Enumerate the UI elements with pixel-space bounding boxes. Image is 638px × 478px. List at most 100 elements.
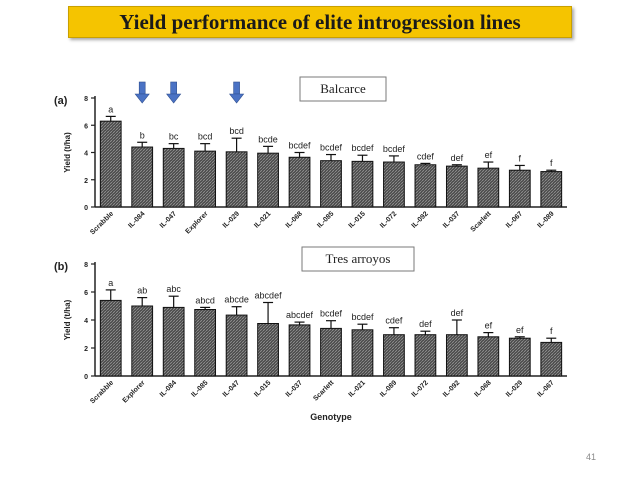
significance-letter: bcdef <box>351 143 374 153</box>
y-axis-label: Yield (t/ha) <box>63 299 72 340</box>
significance-letter: b <box>140 130 145 140</box>
location-title-box <box>299 76 387 102</box>
bar <box>351 160 374 208</box>
bar <box>257 323 279 377</box>
bar <box>414 164 437 208</box>
bar <box>540 341 563 377</box>
bar <box>194 309 217 377</box>
bar <box>288 156 311 208</box>
bar <box>383 334 405 377</box>
highlight-arrow-shaft <box>170 81 177 95</box>
x-tick-label: Scrabble <box>89 210 115 236</box>
bar <box>445 334 468 377</box>
significance-letter: abcdef <box>286 310 314 320</box>
title-banner: Yield performance of elite introgression… <box>68 6 572 38</box>
significance-letter: bcde <box>258 134 278 144</box>
x-tick-label: Explorer <box>122 379 147 404</box>
y-tick-label: 0 <box>84 205 88 212</box>
significance-letter: abcdef <box>255 291 283 301</box>
x-tick-label: IL-085 <box>316 210 335 229</box>
significance-letter: abcd <box>195 295 215 305</box>
x-tick-label: Scrabble <box>89 379 115 405</box>
bar <box>162 306 185 377</box>
significance-letter: ab <box>137 286 147 296</box>
significance-letter: ef <box>485 321 493 331</box>
significance-letter: ef <box>516 325 524 335</box>
significance-letter: cdef <box>417 151 435 161</box>
significance-letter: bcdef <box>351 312 374 322</box>
bar <box>162 147 185 208</box>
bar <box>225 314 248 377</box>
x-tick-label: IL-072 <box>379 210 398 229</box>
significance-letter: bc <box>169 132 179 142</box>
bar <box>508 169 531 208</box>
bar <box>225 151 248 208</box>
significance-letter: def <box>451 308 464 318</box>
bar <box>477 167 500 208</box>
bar <box>508 337 531 377</box>
significance-letter: cdef <box>385 316 403 326</box>
bar <box>131 146 154 208</box>
highlight-arrow-head <box>228 93 245 104</box>
significance-letter: def <box>451 153 464 163</box>
x-tick-label: IL-037 <box>442 210 461 229</box>
slide-title: Yield performance of elite introgression… <box>119 9 521 34</box>
x-tick-label: Scarlett <box>312 379 336 403</box>
x-tick-label: IL-084 <box>159 379 178 398</box>
highlight-arrow-head <box>134 93 150 104</box>
bar <box>414 334 437 377</box>
x-tick-label: IL-047 <box>159 210 178 229</box>
y-tick-label: 6 <box>84 123 88 130</box>
x-tick-label: IL-084 <box>127 210 146 229</box>
significance-letter: bcdef <box>320 143 343 153</box>
x-tick-label: IL-047 <box>222 379 241 398</box>
x-tick-label: IL-089 <box>379 379 398 398</box>
significance-letter: bcdef <box>320 309 343 319</box>
x-tick-label: IL-037 <box>285 379 304 398</box>
highlight-arrow-shaft <box>233 81 240 95</box>
significance-letter: f <box>550 158 553 168</box>
y-tick-label: 8 <box>84 96 88 103</box>
bar <box>477 336 500 377</box>
significance-letter: def <box>419 319 432 329</box>
panel-label: (a) <box>54 95 68 107</box>
x-tick-label: IL-015 <box>253 379 272 398</box>
x-tick-label: IL-092 <box>411 210 430 229</box>
y-axis-label: Yield (t/ha) <box>63 132 72 173</box>
panel-label: (b) <box>54 261 68 273</box>
x-tick-label: IL-021 <box>253 210 272 229</box>
bar <box>351 329 374 377</box>
y-tick-label: 4 <box>84 151 88 158</box>
x-tick-label: IL-067 <box>505 210 524 229</box>
x-tick-label: IL-021 <box>348 379 367 398</box>
significance-letter: bcd <box>229 126 244 136</box>
y-tick-label: 2 <box>84 346 88 353</box>
significance-letter: abcde <box>224 295 249 305</box>
x-axis-label: Genotype <box>310 412 352 422</box>
significance-letter: a <box>108 104 113 114</box>
x-tick-label: Explorer <box>185 210 210 235</box>
bar <box>257 152 279 208</box>
x-tick-label: IL-029 <box>222 210 241 229</box>
x-tick-label: IL-072 <box>411 379 430 398</box>
x-tick-label: IL-068 <box>473 379 492 398</box>
bar <box>320 327 342 377</box>
bar <box>383 161 405 208</box>
bar <box>99 299 122 377</box>
x-tick-label: IL-085 <box>190 379 209 398</box>
bar <box>131 305 154 377</box>
x-tick-label: Scarlett <box>470 210 494 234</box>
significance-letter: bcdef <box>383 144 406 154</box>
location-title: Balcarce <box>320 81 366 96</box>
x-tick-label: IL-029 <box>505 379 524 398</box>
x-tick-label: IL-092 <box>442 379 461 398</box>
bar <box>540 171 563 208</box>
y-tick-label: 0 <box>84 374 88 381</box>
location-title-box <box>301 246 415 272</box>
y-tick-label: 8 <box>84 262 88 269</box>
page-number: 41 <box>586 452 597 462</box>
significance-letter: bcdef <box>289 141 312 151</box>
bar <box>194 150 217 208</box>
bar <box>99 120 122 208</box>
location-title: Tres arroyos <box>326 251 391 266</box>
